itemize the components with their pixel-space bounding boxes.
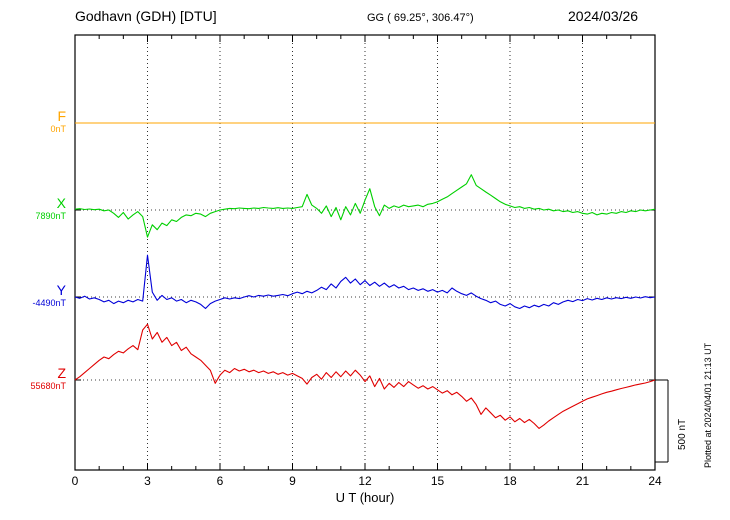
trace-name-Y: Y [56,282,66,298]
geo-coords: GG ( 69.25°, 306.47°) [367,12,474,24]
x-tick-label: 21 [575,474,590,488]
trace-label-F: F 0nT [0,109,66,134]
trace-Z [74,323,656,429]
trace-name-Z: Z [57,365,66,381]
trace-X [74,174,656,238]
plot-frame [74,34,656,471]
trace-label-Z: Z 55680nT [0,366,66,391]
trace-baseline-value-Y: -4490nT [32,298,66,308]
trace-name-X: X [56,195,66,211]
trace-label-X: X 7890nT [0,196,66,221]
x-tick-label: 15 [430,474,445,488]
x-tick-label: 18 [503,474,517,488]
x-tick-label: 0 [71,474,79,488]
plotted-at-note: Plotted at 2024/04/01 21:13 UT [703,342,713,468]
trace-Y [74,254,656,310]
x-tick-label: 3 [144,474,151,488]
trace-name-F: F [57,108,66,124]
trace-baseline-value-Z: 55680nT [30,381,66,391]
plot-date: 2024/03/26 [568,8,639,24]
x-tick-label: 12 [358,474,372,488]
x-tick-label: 6 [216,474,224,488]
trace-label-Y: Y -4490nT [0,283,66,308]
page-title: Godhavn (GDH) [DTU] [75,8,217,24]
x-tick-label: 24 [648,474,662,488]
trace-baseline-value-X: 7890nT [35,211,66,221]
trace-baseline-value-F: 0nT [50,124,66,134]
scale-bar-label: 500 nT [677,418,688,450]
x-tick-label: 9 [289,474,296,488]
x-axis-title: U T (hour) [335,490,395,505]
